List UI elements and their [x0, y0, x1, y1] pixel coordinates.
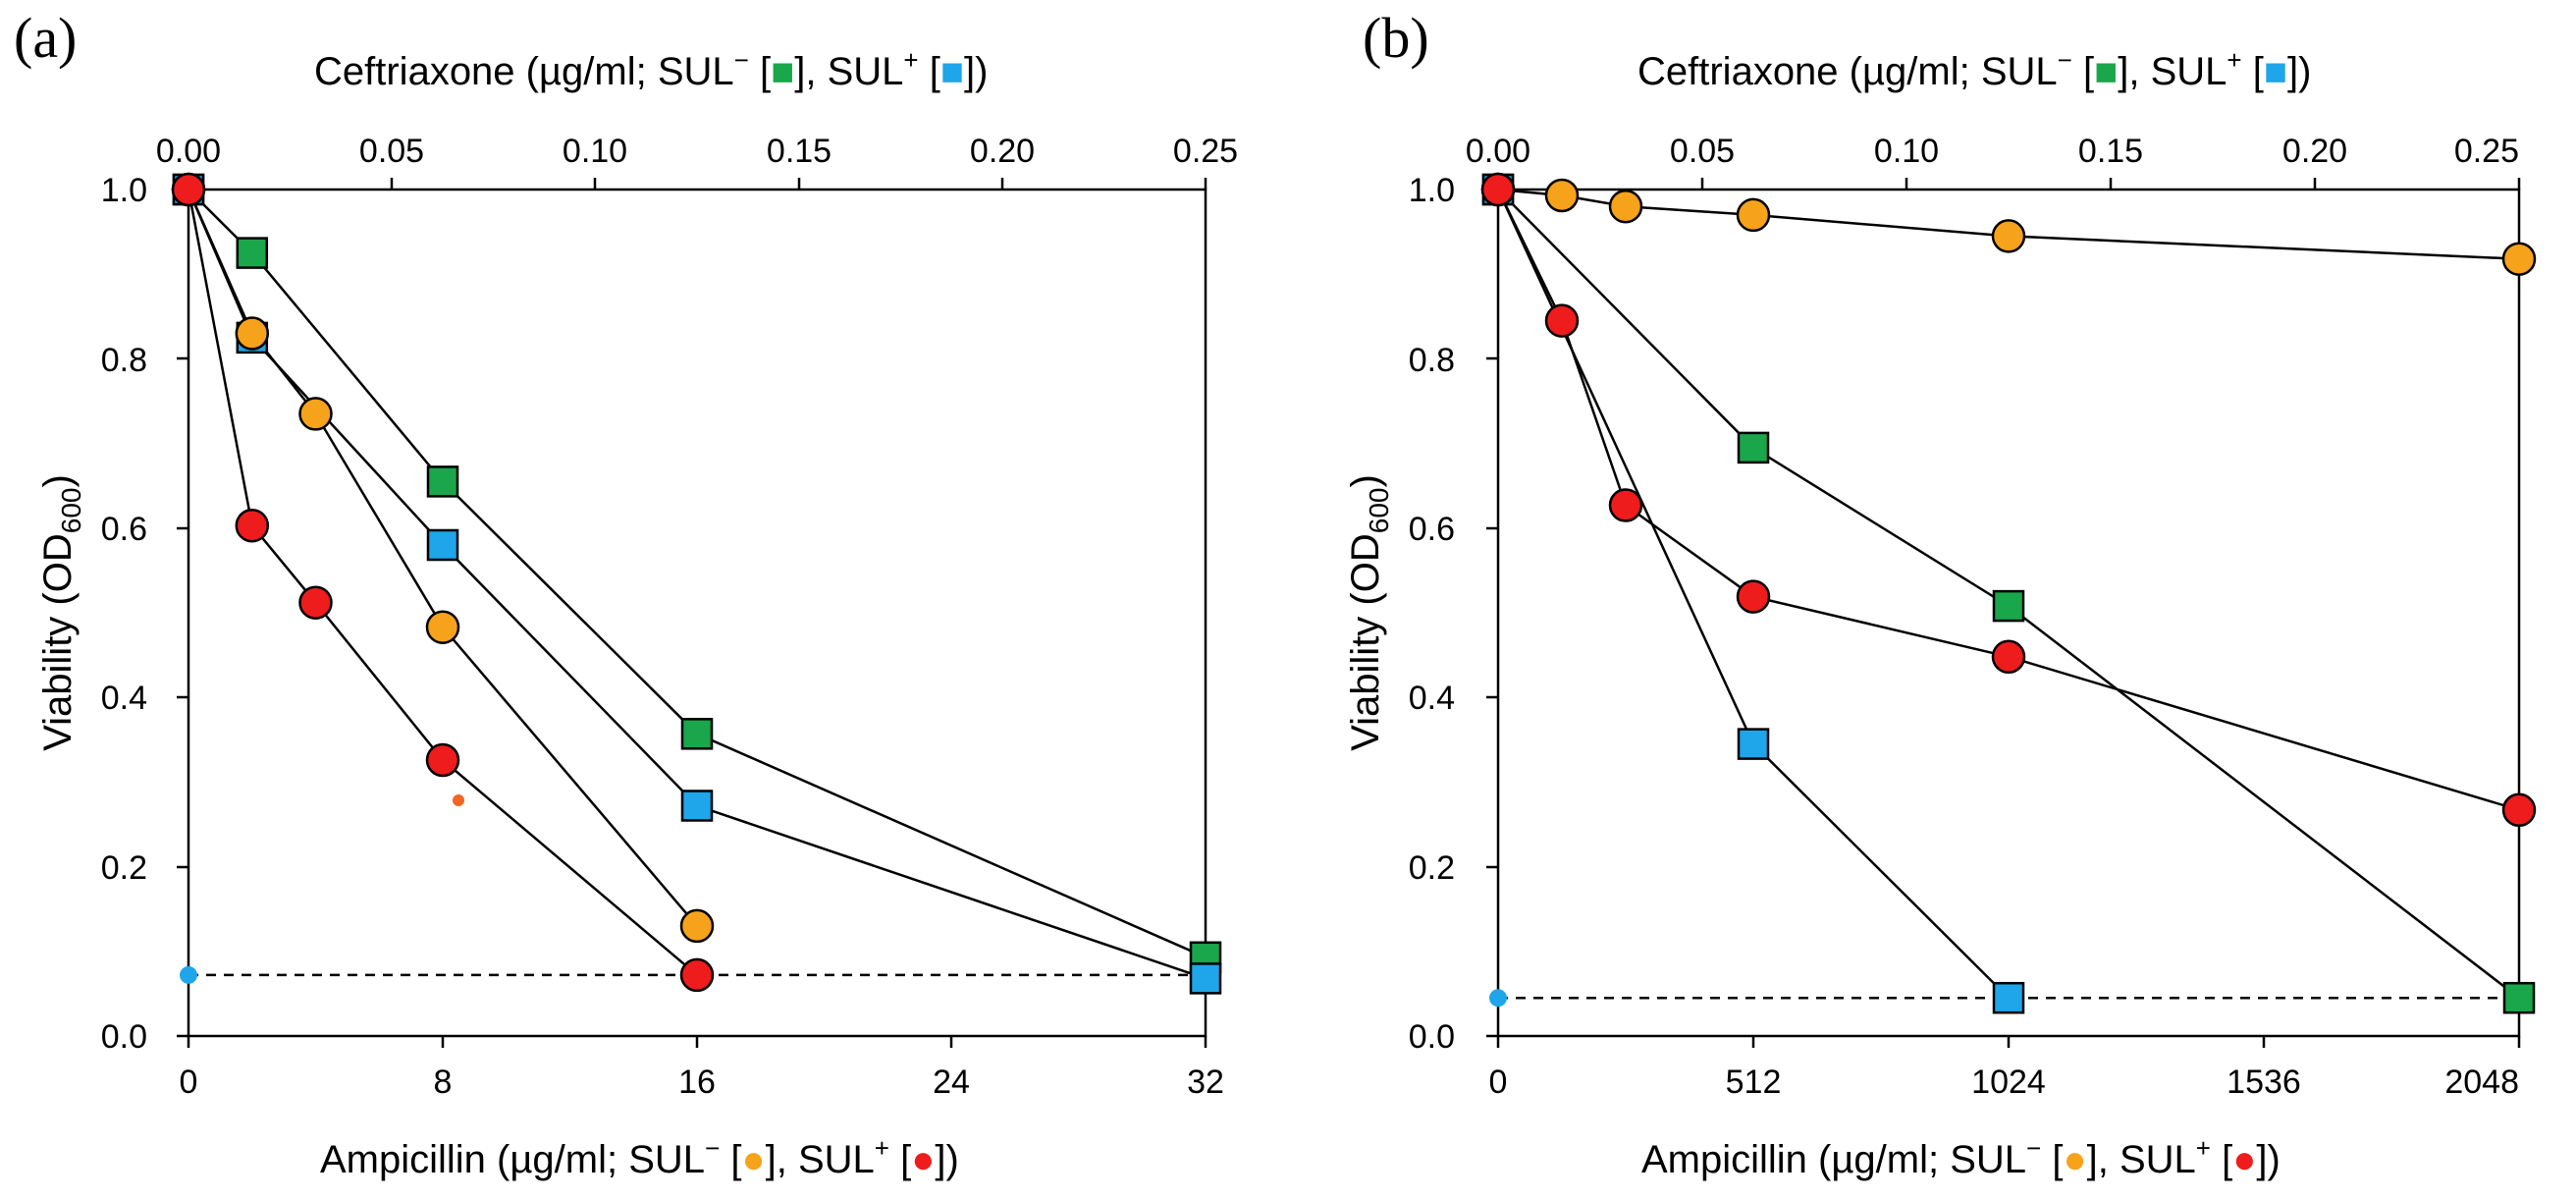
panel-b-ytick-2: 0.4	[1409, 680, 1455, 717]
panel-b-label: (b)	[1363, 6, 1429, 70]
panel-a-point-s3-3	[425, 742, 460, 778]
panel-a-baseline-dot	[180, 965, 197, 984]
panel-b-point-s3-3	[1736, 579, 1771, 614]
panel-b-y-axis-label: Viability (OD600)	[1344, 474, 1394, 751]
panel-a-ttick-0: 0.00	[156, 133, 221, 170]
panel-b-point-s2-2	[1608, 189, 1643, 224]
panel-a-point-s1-4	[1189, 962, 1222, 995]
panel-a-point-s3-2	[298, 585, 333, 620]
panel-b-ttick-4: 0.20	[2282, 133, 2347, 170]
panel-b-ytick-1: 0.2	[1409, 849, 1455, 887]
panel-a-point-s1-3	[680, 790, 714, 822]
panel-b-point-s2-4	[1991, 219, 2026, 253]
panel-a-ttick-5: 0.25	[1173, 133, 1238, 170]
panel-b-point-s2-1	[1544, 178, 1580, 213]
panel-a-point-s0-1	[236, 237, 269, 269]
panel-b-ttick-1: 0.05	[1670, 133, 1735, 170]
panel-b-ttick-5: 0.25	[2454, 133, 2519, 170]
panel-b-xtick-3: 1536	[2227, 1064, 2301, 1101]
panel-a-ttick-4: 0.20	[970, 133, 1035, 170]
panel-b-xtick-2: 1024	[1971, 1064, 2046, 1101]
panel-b-ytick-5: 1.0	[1409, 172, 1455, 209]
panel-b-point-s3-1	[1544, 303, 1580, 338]
panel-b-ttick-2: 0.10	[1874, 133, 1939, 170]
panel-a-ttick-1: 0.05	[359, 133, 424, 170]
panel-a-point-s0-3	[680, 718, 714, 750]
panel-a-xtick-3: 24	[933, 1064, 970, 1101]
panel-b-y-ticks: 0.0 0.2 0.4 0.6 0.8 1.0	[1409, 172, 1455, 1056]
panel-b-bottom-axis-label: Ampicillin (µg/ml; SUL− [●], SUL+ [●])	[1641, 1133, 2281, 1181]
panel-a-ttick-2: 0.10	[563, 133, 627, 170]
panel-b-point-s3-4	[1991, 639, 2026, 675]
panel-b-ytick-0: 0.0	[1409, 1018, 1455, 1056]
panel-b-point-s0-1	[1737, 431, 1770, 464]
panel-b-top-axis-label: Ceftriaxone (µg/ml; SUL− [■], SUL+ [■])	[1637, 45, 2311, 93]
panel-a-xtick-4: 32	[1187, 1064, 1224, 1101]
panel-a-bottom-axis-label: Ampicillin (µg/ml; SUL− [●], SUL+ [●])	[320, 1133, 959, 1181]
panel-a-xtick-0: 0	[180, 1064, 198, 1101]
panel-b-series-line-3	[1496, 189, 2520, 811]
panel-a-point-s3-4	[679, 957, 715, 993]
panel-a-point-s1-2	[426, 528, 459, 562]
panel-b-xtick-0: 0	[1489, 1064, 1508, 1101]
panel-a-ytick-2: 0.4	[101, 680, 147, 717]
panel-a-point-s2-4	[679, 908, 715, 944]
panel-a-ytick-4: 0.8	[101, 342, 147, 379]
panel-b-ttick-3: 0.15	[2078, 133, 2143, 170]
panel-b-ytick-3: 0.6	[1409, 511, 1455, 548]
panel-a-ytick-1: 0.2	[101, 849, 147, 887]
panel-a-series-line-3	[187, 189, 698, 976]
panel-b-ttick-0: 0.00	[1466, 133, 1530, 170]
panel-b-x-top-ticks: 0.00 0.05 0.10 0.15 0.20 0.25	[1466, 133, 2519, 170]
panel-a-series-line-1	[187, 189, 1207, 980]
panel-b-series-line-0	[1497, 189, 2520, 1000]
panel-a-y-tickmarks	[177, 188, 188, 1038]
panel-a-series-line-0	[188, 189, 1207, 958]
panel-a-ytick-0: 0.0	[101, 1018, 147, 1056]
panel-b-ytick-4: 0.8	[1409, 342, 1455, 379]
panel-a-y-axis-label: Viability (OD600)	[36, 474, 86, 751]
panel-a-series	[171, 172, 1222, 995]
panel-a-x-top-ticks: 0.00 0.05 0.10 0.15 0.20 0.25	[156, 133, 1238, 170]
panel-b-xtick-4: 2048	[2444, 1064, 2519, 1101]
panel-b: (b) Ceftriaxone (µg/ml; SUL− [■], SUL+ […	[1344, 6, 2537, 1181]
panel-b-point-s1-1	[1737, 728, 1770, 760]
panel-a-ytick-5: 1.0	[101, 172, 147, 209]
panel-b-point-s3-2	[1608, 488, 1643, 522]
panel-b-point-s2-5	[2501, 242, 2537, 276]
panel-a-point-s3-0	[171, 172, 206, 207]
panel-a-x-bottom-ticks: 0 8 16 24 32	[180, 1064, 1224, 1101]
panel-a-ytick-3: 0.6	[101, 511, 147, 548]
panel-a-point-s3-1	[235, 508, 270, 543]
panel-b-point-s1-2	[1992, 981, 2025, 1014]
panel-a-ttick-3: 0.15	[767, 133, 832, 170]
panel-b-baseline-dot	[1489, 989, 1507, 1008]
panel-a-label: (a)	[14, 6, 77, 70]
panel-a-stray-dot	[453, 794, 464, 806]
panel-a-point-s2-1	[235, 316, 270, 351]
panel-b-point-s0-2	[1992, 589, 2025, 623]
panel-b-x-bottom-ticks: 0 512 1024 1536 2048	[1489, 1064, 2519, 1101]
panel-a-y-ticks: 0.0 0.2 0.4 0.6 0.8 1.0	[101, 172, 147, 1056]
panel-b-xtick-1: 512	[1726, 1064, 1782, 1101]
panel-a: (a) Ceftriaxone (µg/ml; SUL− [■], SUL+ […	[14, 6, 1238, 1181]
panel-a-point-s2-2	[298, 397, 333, 431]
panel-a-xtick-1: 8	[434, 1064, 453, 1101]
panel-a-top-axis-label: Ceftriaxone (µg/ml; SUL− [■], SUL+ [■])	[314, 45, 988, 93]
panel-b-series	[1480, 172, 2537, 1014]
panel-b-point-s2-3	[1736, 197, 1771, 233]
panel-a-xtick-2: 16	[678, 1064, 716, 1101]
panel-a-point-s0-2	[426, 465, 459, 498]
panel-a-point-s2-3	[425, 610, 460, 644]
panel-b-point-s3-0	[1480, 172, 1516, 207]
panel-b-point-s0-3	[2502, 981, 2536, 1014]
panel-b-point-s3-5	[2501, 792, 2537, 828]
